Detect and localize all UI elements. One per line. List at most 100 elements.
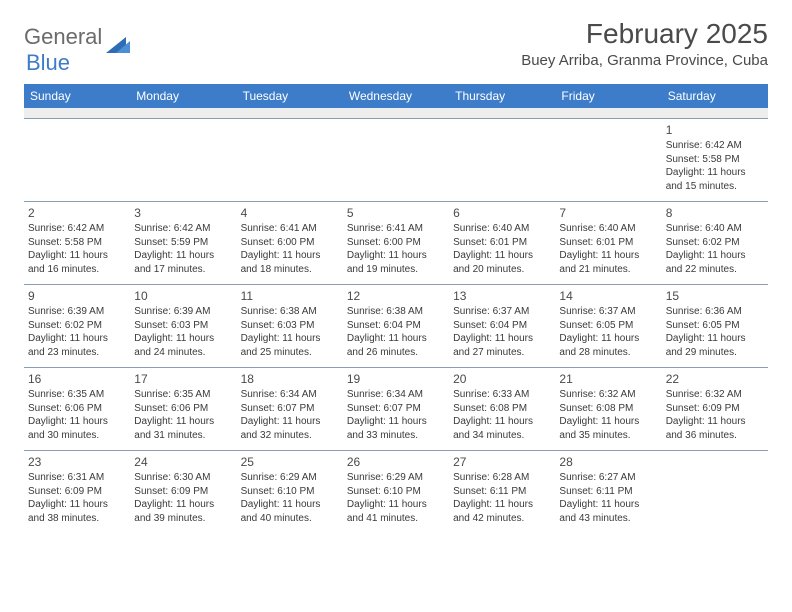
day-cell: 17Sunrise: 6:35 AMSunset: 6:06 PMDayligh… <box>130 368 236 450</box>
day-info: Sunrise: 6:28 AMSunset: 6:11 PMDaylight:… <box>453 471 551 525</box>
sunrise-text: Sunrise: 6:32 AM <box>559 388 657 402</box>
day-number: 4 <box>241 205 339 221</box>
sunrise-text: Sunrise: 6:35 AM <box>134 388 232 402</box>
weekday-sunday: Sunday <box>24 84 130 108</box>
day-cell: 19Sunrise: 6:34 AMSunset: 6:07 PMDayligh… <box>343 368 449 450</box>
week-row: 23Sunrise: 6:31 AMSunset: 6:09 PMDayligh… <box>24 450 768 533</box>
sunrise-text: Sunrise: 6:38 AM <box>241 305 339 319</box>
day-cell: 7Sunrise: 6:40 AMSunset: 6:01 PMDaylight… <box>555 202 661 284</box>
week-row: 2Sunrise: 6:42 AMSunset: 5:58 PMDaylight… <box>24 201 768 284</box>
empty-cell <box>555 119 661 201</box>
sunset-text: Sunset: 6:06 PM <box>28 402 126 416</box>
sunset-text: Sunset: 6:11 PM <box>453 485 551 499</box>
sunset-text: Sunset: 6:06 PM <box>134 402 232 416</box>
calendar-page: General Blue February 2025 Buey Arriba, … <box>0 0 792 551</box>
daylight-text: Daylight: 11 hours and 39 minutes. <box>134 498 232 525</box>
day-number: 14 <box>559 288 657 304</box>
logo-text-blue: Blue <box>26 50 70 75</box>
weeks-container: 1Sunrise: 6:42 AMSunset: 5:58 PMDaylight… <box>24 118 768 533</box>
day-info: Sunrise: 6:30 AMSunset: 6:09 PMDaylight:… <box>134 471 232 525</box>
sunrise-text: Sunrise: 6:41 AM <box>347 222 445 236</box>
day-number: 15 <box>666 288 764 304</box>
day-number: 24 <box>134 454 232 470</box>
sunset-text: Sunset: 6:04 PM <box>347 319 445 333</box>
day-number: 25 <box>241 454 339 470</box>
day-number: 18 <box>241 371 339 387</box>
sunrise-text: Sunrise: 6:32 AM <box>666 388 764 402</box>
sunset-text: Sunset: 5:58 PM <box>666 153 764 167</box>
daylight-text: Daylight: 11 hours and 22 minutes. <box>666 249 764 276</box>
sunset-text: Sunset: 6:07 PM <box>241 402 339 416</box>
empty-cell <box>662 451 768 533</box>
daylight-text: Daylight: 11 hours and 20 minutes. <box>453 249 551 276</box>
day-number: 23 <box>28 454 126 470</box>
empty-cell <box>237 119 343 201</box>
day-info: Sunrise: 6:32 AMSunset: 6:09 PMDaylight:… <box>666 388 764 442</box>
day-number: 19 <box>347 371 445 387</box>
day-info: Sunrise: 6:31 AMSunset: 6:09 PMDaylight:… <box>28 471 126 525</box>
daylight-text: Daylight: 11 hours and 40 minutes. <box>241 498 339 525</box>
sunrise-text: Sunrise: 6:29 AM <box>241 471 339 485</box>
day-cell: 22Sunrise: 6:32 AMSunset: 6:09 PMDayligh… <box>662 368 768 450</box>
empty-cell <box>449 119 555 201</box>
day-info: Sunrise: 6:32 AMSunset: 6:08 PMDaylight:… <box>559 388 657 442</box>
day-number: 22 <box>666 371 764 387</box>
triangle-icon <box>106 35 132 60</box>
sunset-text: Sunset: 6:09 PM <box>666 402 764 416</box>
day-info: Sunrise: 6:39 AMSunset: 6:03 PMDaylight:… <box>134 305 232 359</box>
day-number: 3 <box>134 205 232 221</box>
daylight-text: Daylight: 11 hours and 24 minutes. <box>134 332 232 359</box>
day-info: Sunrise: 6:34 AMSunset: 6:07 PMDaylight:… <box>347 388 445 442</box>
day-cell: 13Sunrise: 6:37 AMSunset: 6:04 PMDayligh… <box>449 285 555 367</box>
day-cell: 14Sunrise: 6:37 AMSunset: 6:05 PMDayligh… <box>555 285 661 367</box>
day-info: Sunrise: 6:39 AMSunset: 6:02 PMDaylight:… <box>28 305 126 359</box>
day-cell: 6Sunrise: 6:40 AMSunset: 6:01 PMDaylight… <box>449 202 555 284</box>
sunrise-text: Sunrise: 6:36 AM <box>666 305 764 319</box>
day-number: 13 <box>453 288 551 304</box>
daylight-text: Daylight: 11 hours and 35 minutes. <box>559 415 657 442</box>
daylight-text: Daylight: 11 hours and 25 minutes. <box>241 332 339 359</box>
day-cell: 1Sunrise: 6:42 AMSunset: 5:58 PMDaylight… <box>662 119 768 201</box>
daylight-text: Daylight: 11 hours and 38 minutes. <box>28 498 126 525</box>
week-row: 16Sunrise: 6:35 AMSunset: 6:06 PMDayligh… <box>24 367 768 450</box>
sunset-text: Sunset: 6:01 PM <box>453 236 551 250</box>
sunset-text: Sunset: 6:09 PM <box>134 485 232 499</box>
header: General Blue February 2025 Buey Arriba, … <box>24 18 768 76</box>
daylight-text: Daylight: 11 hours and 23 minutes. <box>28 332 126 359</box>
day-number: 26 <box>347 454 445 470</box>
daylight-text: Daylight: 11 hours and 15 minutes. <box>666 166 764 193</box>
weekday-friday: Friday <box>555 84 661 108</box>
daylight-text: Daylight: 11 hours and 29 minutes. <box>666 332 764 359</box>
day-cell: 18Sunrise: 6:34 AMSunset: 6:07 PMDayligh… <box>237 368 343 450</box>
location-subtitle: Buey Arriba, Granma Province, Cuba <box>521 52 768 69</box>
sunrise-text: Sunrise: 6:37 AM <box>559 305 657 319</box>
day-info: Sunrise: 6:41 AMSunset: 6:00 PMDaylight:… <box>241 222 339 276</box>
daylight-text: Daylight: 11 hours and 43 minutes. <box>559 498 657 525</box>
daylight-text: Daylight: 11 hours and 26 minutes. <box>347 332 445 359</box>
sunrise-text: Sunrise: 6:31 AM <box>28 471 126 485</box>
spacer-row <box>24 108 768 118</box>
daylight-text: Daylight: 11 hours and 18 minutes. <box>241 249 339 276</box>
month-year-title: February 2025 <box>521 18 768 50</box>
day-number: 17 <box>134 371 232 387</box>
sunrise-text: Sunrise: 6:39 AM <box>134 305 232 319</box>
daylight-text: Daylight: 11 hours and 33 minutes. <box>347 415 445 442</box>
day-number: 2 <box>28 205 126 221</box>
sunrise-text: Sunrise: 6:28 AM <box>453 471 551 485</box>
sunset-text: Sunset: 6:08 PM <box>559 402 657 416</box>
sunset-text: Sunset: 6:01 PM <box>559 236 657 250</box>
empty-cell <box>24 119 130 201</box>
empty-cell <box>343 119 449 201</box>
sunset-text: Sunset: 6:03 PM <box>134 319 232 333</box>
sunset-text: Sunset: 6:00 PM <box>347 236 445 250</box>
day-cell: 9Sunrise: 6:39 AMSunset: 6:02 PMDaylight… <box>24 285 130 367</box>
daylight-text: Daylight: 11 hours and 27 minutes. <box>453 332 551 359</box>
day-info: Sunrise: 6:34 AMSunset: 6:07 PMDaylight:… <box>241 388 339 442</box>
day-number: 12 <box>347 288 445 304</box>
daylight-text: Daylight: 11 hours and 21 minutes. <box>559 249 657 276</box>
day-number: 5 <box>347 205 445 221</box>
sunrise-text: Sunrise: 6:29 AM <box>347 471 445 485</box>
sunrise-text: Sunrise: 6:40 AM <box>559 222 657 236</box>
sunset-text: Sunset: 6:02 PM <box>28 319 126 333</box>
daylight-text: Daylight: 11 hours and 36 minutes. <box>666 415 764 442</box>
